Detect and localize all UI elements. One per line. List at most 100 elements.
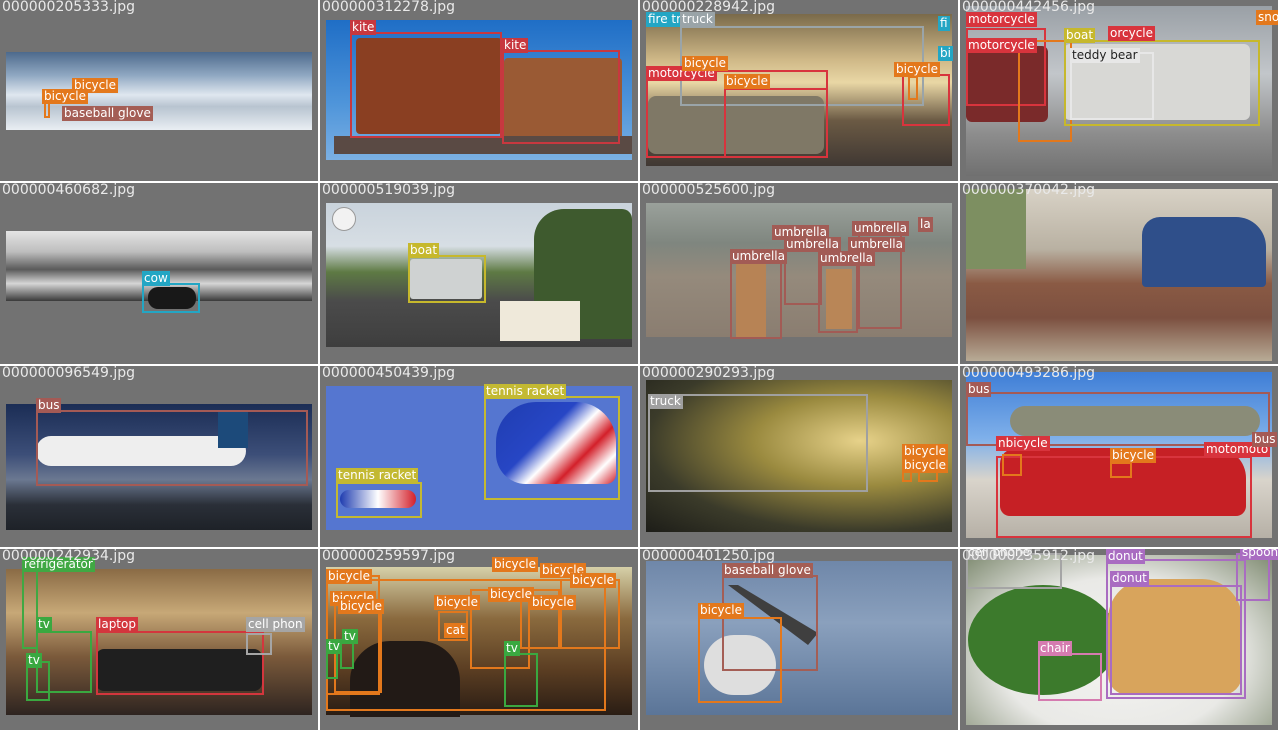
label-bus-1: bus bbox=[966, 382, 992, 397]
bbox-bus-1 bbox=[966, 392, 1270, 446]
bbox-tennis-racket-2 bbox=[336, 482, 422, 518]
tile-205333[interactable]: bicycle bicycle baseball glove 000000205… bbox=[0, 0, 318, 181]
tile-460682[interactable]: cow 000000460682.jpg bbox=[0, 183, 318, 364]
bbox-umbrella-1 bbox=[730, 253, 782, 339]
label-bicycle-5: bicycle bbox=[488, 587, 534, 602]
label-bicycle-1: bicycle bbox=[326, 569, 372, 584]
label-refrigerator: refrigerator bbox=[22, 557, 95, 572]
tile-096549[interactable]: bus 000000096549.jpg bbox=[0, 366, 318, 547]
photo-small-kite bbox=[340, 490, 416, 508]
bbox-boat bbox=[408, 255, 486, 303]
bbox-bicycle-1 bbox=[1002, 454, 1022, 476]
tile-442456[interactable]: motorcycle motorcycle boat orcycle teddy… bbox=[960, 0, 1278, 181]
photo-tail bbox=[218, 412, 248, 448]
photo-red-vehicle bbox=[966, 46, 1048, 122]
bbox-donut-2 bbox=[1110, 585, 1242, 695]
tile-401250[interactable]: baseball glove bicycle 000000401250.jpg bbox=[640, 549, 958, 730]
filename-label: 000000259597.jpg bbox=[322, 549, 455, 564]
photo-bomber bbox=[1010, 406, 1260, 436]
label-cat: cat bbox=[444, 623, 467, 638]
bbox-laptop bbox=[96, 631, 264, 695]
label-tennis-racket-1: tennis racket bbox=[484, 384, 567, 399]
bbox-bicycle-c bbox=[908, 76, 918, 100]
photo-sandwich bbox=[1108, 579, 1242, 695]
photo-plane bbox=[36, 436, 246, 466]
bbox-boat bbox=[1064, 40, 1260, 126]
label-boat: boat bbox=[1064, 28, 1096, 43]
label-baseball-glove: baseball glove bbox=[62, 106, 153, 121]
label-umbrella-4: umbrella bbox=[852, 221, 909, 236]
label-donut-2: donut bbox=[1110, 571, 1149, 586]
bbox-bicycle-5 bbox=[520, 589, 560, 649]
tile-525600[interactable]: umbrella umbrella umbrella umbrella umbr… bbox=[640, 183, 958, 364]
tile-370042[interactable]: 000000370042.jpg bbox=[960, 183, 1278, 364]
tile-519039[interactable]: boat 000000519039.jpg bbox=[320, 183, 638, 364]
label-tv-1: tv bbox=[342, 629, 358, 644]
label-boat: boat bbox=[408, 243, 440, 258]
photo-truck bbox=[410, 259, 482, 299]
tile-312278[interactable]: kite kite 000000312278.jpg bbox=[320, 0, 638, 181]
photo-salad bbox=[968, 585, 1118, 695]
bbox-kite-1 bbox=[350, 32, 502, 138]
bbox-tv-3 bbox=[504, 653, 538, 707]
photo-flag-kite bbox=[496, 402, 616, 484]
filename-label: 000000096549.jpg bbox=[2, 366, 135, 381]
label-tv-2: tv bbox=[326, 639, 342, 654]
tile-493286[interactable]: bus nbicycle bicycle motomoto bus 000000… bbox=[960, 366, 1278, 547]
label-bicycle-2: bicycle bbox=[902, 458, 948, 473]
label-bicycle-2: bicycle bbox=[1110, 448, 1156, 463]
nav-control[interactable] bbox=[332, 207, 356, 231]
photo-tarp bbox=[1142, 217, 1266, 287]
tile-235912[interactable]: cell phone donut donut chair spoon 00000… bbox=[960, 549, 1278, 730]
label-cell-phone: cell phone bbox=[966, 549, 1033, 560]
label-kite-1: kite bbox=[350, 20, 377, 35]
label-umbrella-2: umbrella bbox=[772, 225, 829, 240]
label-sno: sno bbox=[1256, 10, 1278, 25]
label-tv-2: tv bbox=[26, 653, 42, 668]
label-bicycle-3: bicycle bbox=[338, 599, 384, 614]
filename-label: 000000442456.jpg bbox=[962, 0, 1095, 15]
bbox-spoon bbox=[1236, 553, 1270, 601]
label-bicycle: bicycle bbox=[698, 603, 744, 618]
label-teddy-bear: teddy bear bbox=[1070, 48, 1140, 63]
bbox-cat bbox=[438, 611, 468, 641]
photo-cow bbox=[148, 287, 196, 309]
label-bus-2: bus bbox=[1252, 432, 1278, 447]
filename-label: 000000205333.jpg bbox=[2, 0, 135, 15]
bbox-truck bbox=[648, 394, 868, 492]
photo-suitcase-right bbox=[504, 58, 622, 140]
bbox-motorcycle-1 bbox=[966, 28, 1046, 106]
label-laptop: laptop bbox=[96, 617, 138, 632]
label-bicycle-a: bicycle bbox=[682, 56, 728, 71]
bbox-kite-2 bbox=[502, 50, 620, 144]
label-donut-1: donut bbox=[1106, 549, 1145, 564]
label-bi: bi bbox=[938, 46, 953, 61]
bbox-bicycle-2 bbox=[1110, 462, 1132, 478]
bbox-cow bbox=[142, 283, 200, 313]
label-umbrella-3: umbrella bbox=[784, 237, 841, 252]
filename-label: 000000235912.jpg bbox=[962, 549, 1095, 564]
tile-259597[interactable]: bicycle bicycle bicycle bicycle bicycle … bbox=[320, 549, 638, 730]
label-umbrella-1: umbrella bbox=[730, 249, 787, 264]
photo-giraffe-1 bbox=[736, 263, 766, 339]
filename-label: 000000493286.jpg bbox=[962, 366, 1095, 381]
tile-242934[interactable]: refrigerator tv laptop cell phon tv 0000… bbox=[0, 549, 318, 730]
tile-290293[interactable]: truck bicycle bicycle 000000290293.jpg bbox=[640, 366, 958, 547]
bbox-tennis-racket-1 bbox=[484, 396, 620, 500]
filename-label: 000000525600.jpg bbox=[642, 183, 775, 198]
tile-450439[interactable]: tennis racket tennis racket 000000450439… bbox=[320, 366, 638, 547]
label-bicycle-6: bicycle bbox=[492, 557, 538, 572]
tile-228942[interactable]: fire truck truck motorcycle bicycle bicy… bbox=[640, 0, 958, 181]
label-tv-1: tv bbox=[36, 617, 52, 632]
label-umbrella-6: umbrella bbox=[818, 251, 875, 266]
label-spoon: spoon bbox=[1240, 549, 1278, 560]
label-bicycle-b: bicycle bbox=[724, 74, 770, 89]
photo-sofa bbox=[96, 649, 262, 691]
photo-railing bbox=[334, 136, 632, 154]
label-cell-phone: cell phon bbox=[246, 617, 305, 632]
photo-skier bbox=[704, 635, 776, 695]
label-bicycle-c: bicycle bbox=[894, 62, 940, 77]
bbox-bicycle-6 bbox=[560, 579, 620, 649]
filename-label: 000000519039.jpg bbox=[322, 183, 455, 198]
